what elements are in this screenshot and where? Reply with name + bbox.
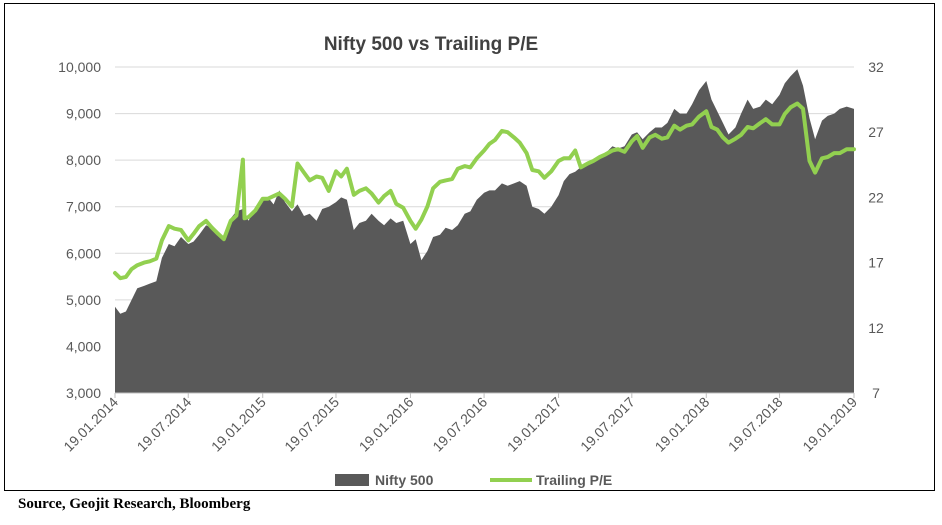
pe-line-layer (113, 101, 856, 281)
legend-label-nifty: Nifty 500 (375, 472, 434, 488)
x-axis-tick-label: 19.07.2017 (577, 394, 638, 455)
right-axis-tick-label: 12 (868, 320, 884, 336)
left-axis-tick-label: 10,000 (58, 59, 101, 75)
left-axis-tick-label: 9,000 (66, 106, 101, 122)
left-axis-tick-label: 5,000 (66, 292, 101, 308)
x-axis-tick-label: 19.07.2015 (281, 394, 342, 455)
x-axis-tick-label: 19.07.2018 (725, 394, 786, 455)
x-axis-tick-label: 19.01.2018 (652, 394, 713, 455)
right-axis-tick-label: 17 (868, 255, 884, 271)
right-axis-tick-label: 22 (868, 189, 884, 205)
nifty-area-layer (115, 69, 854, 394)
chart-canvas: Nifty 500 vs Trailing P/E 3,000 4,000 5,00… (58, 34, 884, 488)
left-axis-tick-label: 4,000 (66, 338, 101, 354)
legend: Nifty 500 Trailing P/E (335, 472, 612, 488)
left-axis-tick-label: 8,000 (66, 152, 101, 168)
left-axis-tick-label: 6,000 (66, 245, 101, 261)
x-axis-tick-label: 19.01.2014 (60, 394, 121, 455)
x-axis-tick-label: 19.01.2016 (356, 394, 417, 455)
chart-frame: Nifty 500 vs Trailing P/E 3,000 4,000 5,00… (4, 3, 935, 491)
source-note: Source, Geojit Research, Bloomberg (18, 496, 251, 512)
legend-swatch-nifty (335, 474, 369, 486)
right-axis-tick-label: 27 (868, 124, 884, 140)
nifty-500-area (115, 69, 854, 394)
x-axis-tick-label: 19.01.2019 (799, 394, 860, 455)
x-axis-tick-label: 19.07.2014 (134, 394, 195, 455)
x-axis-tick-label: 19.01.2015 (208, 394, 269, 455)
x-axis-tick-label: 19.01.2017 (504, 394, 565, 455)
left-axis-tick-label: 3,000 (66, 385, 101, 401)
x-axis-tick-label: 19.07.2016 (429, 394, 490, 455)
left-axis-tick-label: 7,000 (66, 199, 101, 215)
right-axis-tick-label: 7 (872, 385, 880, 401)
legend-label-pe: Trailing P/E (536, 472, 612, 488)
chart-title: Nifty 500 vs Trailing P/E (324, 34, 538, 55)
right-axis-tick-label: 32 (868, 59, 884, 75)
trailing-pe-line (113, 101, 856, 281)
